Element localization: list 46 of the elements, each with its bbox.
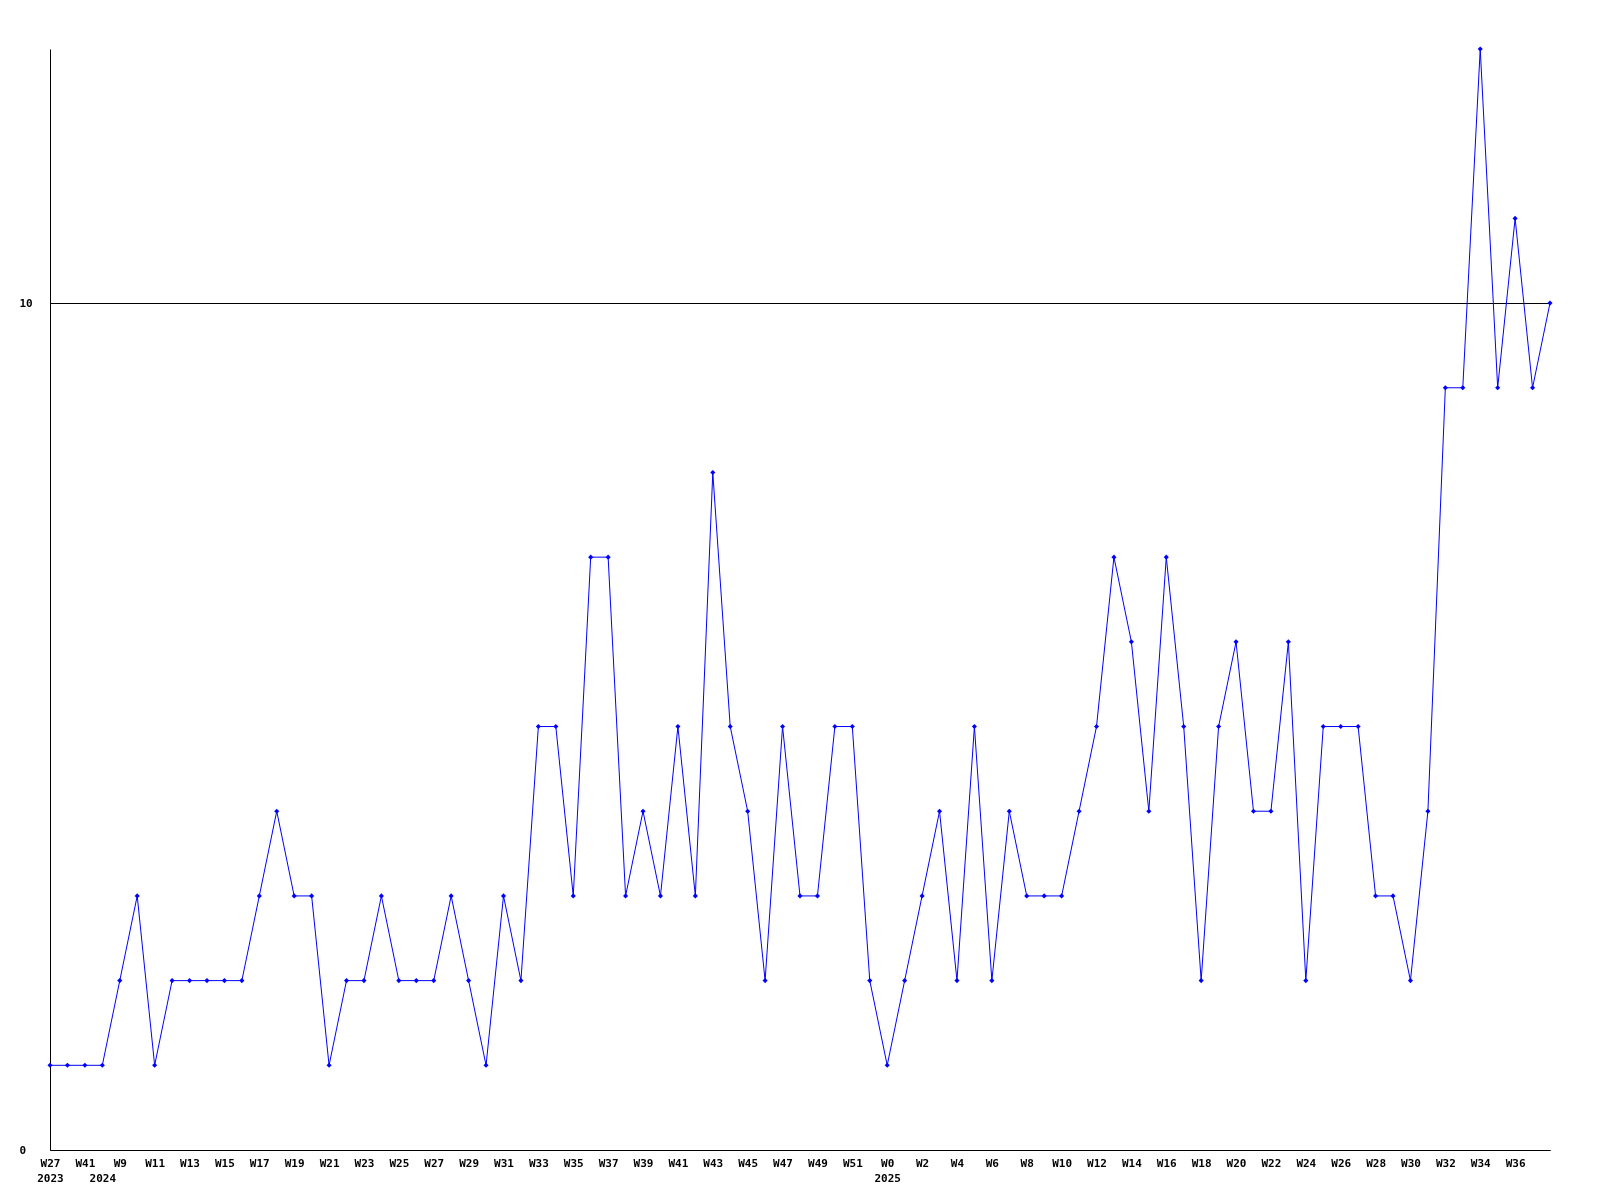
- x-tick-label: W35: [563, 1156, 584, 1170]
- x-tick-label: W24: [1296, 1156, 1317, 1170]
- x-tick-label: W33: [528, 1156, 549, 1170]
- x-tick-label: W27: [424, 1156, 445, 1170]
- x-tick-label: W36: [1505, 1156, 1526, 1170]
- x-tick-label: W43: [703, 1156, 724, 1170]
- x-tick-label: W25: [389, 1156, 410, 1170]
- x-tick-label: W10: [1052, 1156, 1073, 1170]
- x-tick-label: W13: [180, 1156, 200, 1170]
- x-tick-label: W0 2025: [874, 1156, 901, 1185]
- x-tick-label: W47: [773, 1156, 793, 1170]
- x-tick-label: W8: [1020, 1156, 1034, 1170]
- x-tick-label: W37: [598, 1156, 619, 1170]
- x-tick-label: W26: [1331, 1156, 1352, 1170]
- x-tick-label: W29: [459, 1156, 480, 1170]
- x-tick-label: W6: [985, 1156, 1000, 1170]
- x-tick-label: W39: [633, 1156, 654, 1170]
- y-tick-label: 10: [19, 296, 33, 310]
- x-tick-label: W31: [494, 1156, 515, 1170]
- x-tick-label: W11: [145, 1156, 166, 1170]
- x-tick-label: W22: [1261, 1156, 1282, 1170]
- x-tick-label: W16: [1156, 1156, 1178, 1170]
- x-tick-label: W30: [1401, 1156, 1421, 1170]
- x-tick-label: W17: [249, 1156, 270, 1170]
- x-tick-label: W21: [319, 1156, 340, 1170]
- x-tick-label: W15: [214, 1156, 235, 1170]
- x-tick-label: W34: [1470, 1156, 1492, 1170]
- x-tick-label: W23: [354, 1156, 375, 1170]
- x-tick-label: W12: [1087, 1156, 1107, 1170]
- x-tick-label: W14: [1121, 1156, 1143, 1170]
- x-tick-label: W28: [1366, 1156, 1387, 1170]
- x-tick-label: W45: [738, 1156, 759, 1170]
- y-tick-label: 0: [19, 1143, 27, 1157]
- x-tick-label: W51: [842, 1156, 864, 1170]
- x-tick-label: W41: [75, 1156, 96, 1170]
- x-tick-label: W27 2023: [37, 1156, 64, 1185]
- x-tick-label: W9: [113, 1156, 127, 1170]
- x-tick-label: W2: [915, 1156, 930, 1170]
- x-tick-label: W20: [1226, 1156, 1247, 1170]
- x-tick-label: 2024: [89, 1171, 117, 1185]
- x-tick-label: W49: [808, 1156, 828, 1170]
- x-tick-label: W41: [668, 1156, 689, 1170]
- x-tick-label: W18: [1191, 1156, 1212, 1170]
- x-tick-label: W4: [950, 1156, 965, 1170]
- x-tick-label: W19: [284, 1156, 305, 1170]
- x-tick-label: W32: [1435, 1156, 1456, 1170]
